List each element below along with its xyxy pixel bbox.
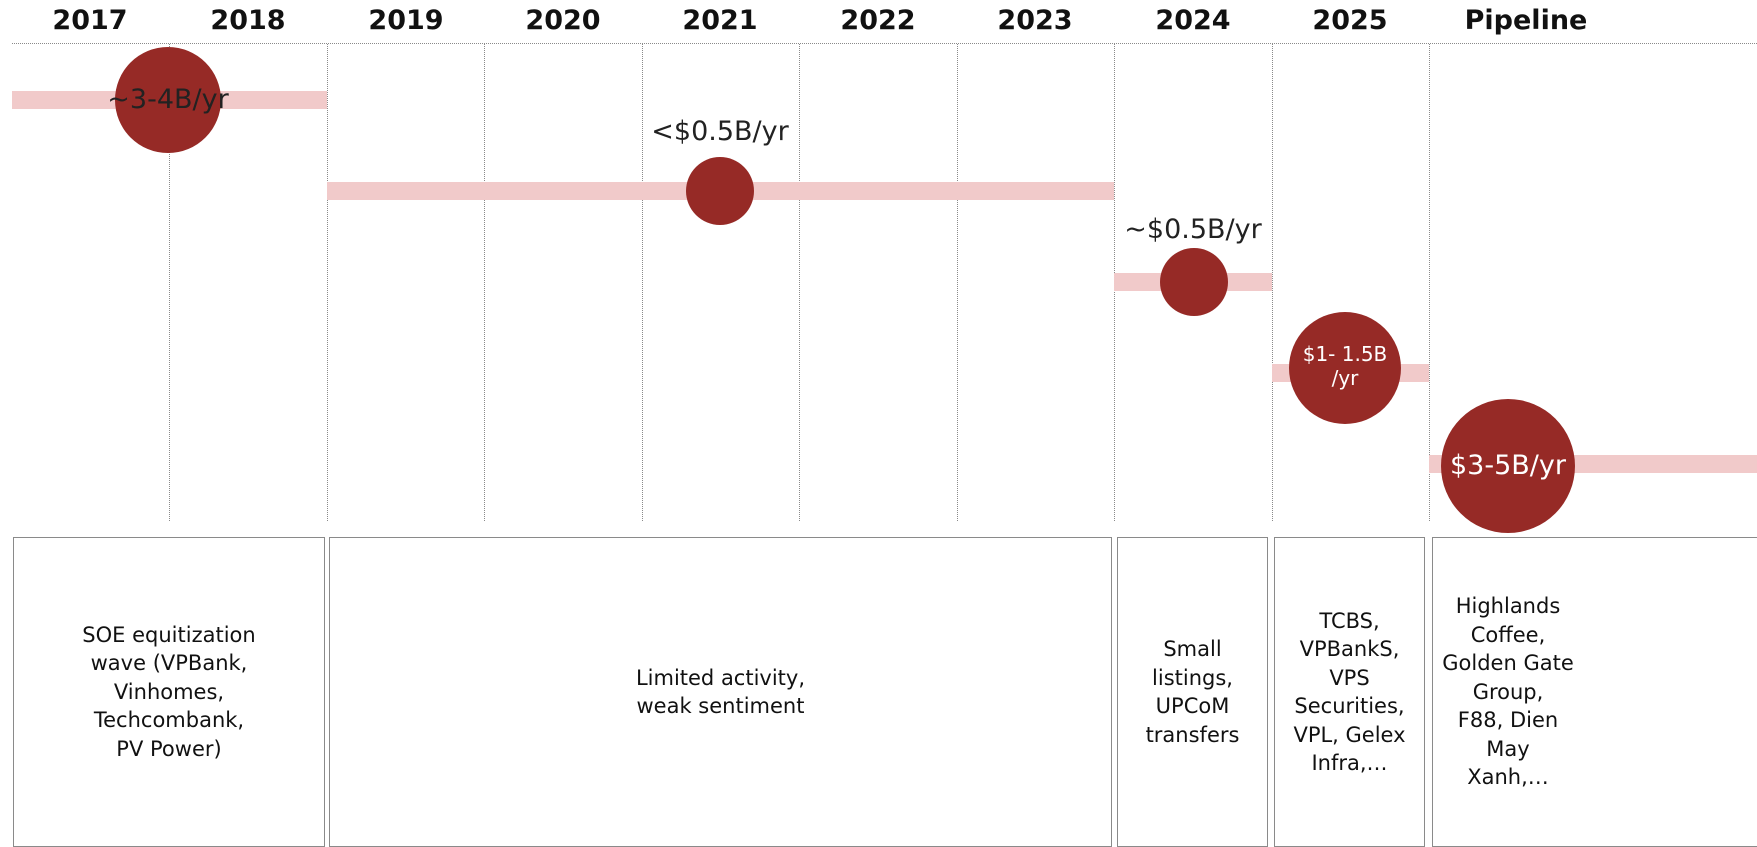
gridline [327, 44, 328, 521]
gridline [1272, 44, 1273, 521]
description-box-pipeline: Highlands Coffee, Golden Gate Group, F88… [1432, 537, 1757, 847]
description-box-2024: Small listings, UPCoM transfers [1117, 537, 1268, 847]
year-header-2022: 2022 [840, 5, 916, 36]
description-box-2019-2023: Limited activity, weak sentiment [329, 537, 1112, 847]
bubble-label-2025: $1- 1.5B /yr [1302, 342, 1388, 390]
year-header-2020: 2020 [525, 5, 601, 36]
bubble-label-2017-2018: ~3-4B/yr [107, 84, 229, 115]
gridline [1429, 44, 1430, 521]
description-box-2025: TCBS, VPBankS, VPS Securities, VPL, Gele… [1274, 537, 1425, 847]
year-header-2025: 2025 [1312, 5, 1388, 36]
period-bubble-2024 [1160, 248, 1228, 316]
year-header-2017: 2017 [52, 5, 128, 36]
description-text-2019-2023: Limited activity, weak sentiment [635, 665, 806, 719]
bubble-label-pipeline: $3-5B/yr [1450, 450, 1566, 481]
description-text-2017-2018: SOE equitization wave (VPBank, Vinhomes,… [82, 622, 256, 761]
year-header-2023: 2023 [997, 5, 1073, 36]
year-header-2021: 2021 [682, 5, 758, 36]
gridline [169, 44, 170, 521]
year-header-2024: 2024 [1155, 5, 1231, 36]
year-header-2018: 2018 [210, 5, 286, 36]
year-header-pipeline: Pipeline [1464, 5, 1588, 36]
description-text-2024: Small listings, UPCoM transfers [1145, 637, 1240, 747]
header-divider [12, 43, 1757, 44]
bubble-label-2024: ~$0.5B/yr [1124, 214, 1262, 245]
bubble-label-2019-2023: <$0.5B/yr [651, 116, 789, 147]
period-bubble-2025 [1289, 312, 1401, 424]
description-text-pipeline: Highlands Coffee, Golden Gate Group, F88… [1442, 594, 1574, 790]
description-text-2025: TCBS, VPBankS, VPS Securities, VPL, Gele… [1293, 608, 1406, 776]
gridline [957, 44, 958, 521]
period-bubble-2019-2023 [686, 157, 754, 225]
period-bubble-pipeline [1441, 399, 1575, 533]
year-header-2019: 2019 [368, 5, 444, 36]
period-bubble-2017-2018 [115, 47, 221, 153]
gridline [642, 44, 643, 521]
gridline [484, 44, 485, 521]
gridline [799, 44, 800, 521]
description-box-2017-2018: SOE equitization wave (VPBank, Vinhomes,… [13, 537, 325, 847]
